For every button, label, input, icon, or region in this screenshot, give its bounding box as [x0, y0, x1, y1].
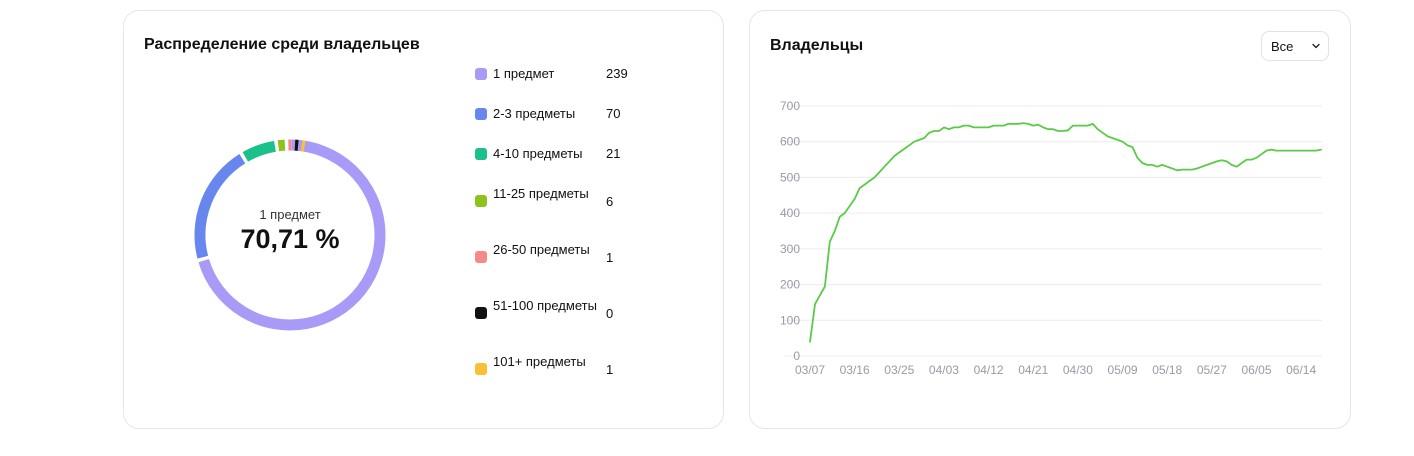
x-tick-label: 04/03 [929, 363, 959, 377]
legend-swatch [475, 251, 487, 263]
x-tick-label: 04/30 [1063, 363, 1093, 377]
donut-slice [242, 140, 277, 162]
legend-swatch [475, 148, 487, 160]
legend-swatch [475, 195, 487, 207]
period-select[interactable]: Все [1261, 31, 1329, 61]
legend-swatch [475, 108, 487, 120]
legend-value: 70 [606, 106, 621, 121]
chevron-down-icon [1312, 43, 1320, 49]
legend-value: 0 [606, 306, 614, 321]
legend-label: 1 предмет [493, 66, 555, 81]
x-tick-label: 04/12 [974, 363, 1004, 377]
period-select-value: Все [1271, 39, 1294, 54]
legend-value: 6 [606, 194, 614, 209]
owners-series-line [809, 122, 1322, 343]
y-tick-label: 0 [793, 349, 800, 363]
y-tick-label: 300 [780, 242, 800, 256]
legend-value: 21 [606, 146, 621, 161]
y-tick-label: 400 [780, 206, 800, 220]
owners-title: Владельцы [770, 37, 864, 54]
x-tick-label: 06/14 [1286, 363, 1316, 377]
y-tick-label: 700 [780, 99, 800, 113]
y-tick-label: 500 [780, 170, 800, 184]
owners-line-chart: 0 100 200 300 400 500 600 700 03/07 03/16 03/25 04/… [780, 99, 1322, 377]
x-tick-label: 03/16 [840, 363, 870, 377]
x-tick-label: 03/25 [884, 363, 914, 377]
x-tick-label: 05/27 [1197, 363, 1227, 377]
y-tick-label: 600 [780, 135, 800, 149]
legend-value: 1 [606, 250, 614, 265]
donut-slice [194, 154, 246, 259]
legend-swatch [475, 307, 487, 319]
donut-center-caption: 1 предмет [259, 207, 321, 222]
legend-value: 1 [606, 362, 614, 377]
legend-swatch [475, 68, 487, 80]
legend-label: 51-100 предметы [493, 298, 597, 313]
x-tick-label: 05/09 [1108, 363, 1138, 377]
legend-label: 101+ предметы [493, 354, 586, 369]
y-tick-label: 100 [780, 313, 800, 327]
x-tick-label: 03/07 [795, 363, 825, 377]
legend-value: 239 [606, 66, 628, 81]
x-tick-label: 05/18 [1152, 363, 1182, 377]
legend-label: 26-50 предметы [493, 242, 590, 257]
legend-label: 11-25 предметы [493, 186, 589, 201]
owners-distribution-card: Распределение среди владельцев 1 предмет… [123, 10, 724, 429]
legend-swatch [475, 363, 487, 375]
x-tick-label: 04/21 [1018, 363, 1048, 377]
donut-center-percent: 70,71 % [240, 224, 340, 254]
distribution-title: Распределение среди владельцев [144, 36, 420, 53]
legend-label: 4-10 предметы [493, 146, 583, 161]
owners-chart-card: Владельцы Все 0 100 200 300 400 500 600 700 03/0… [749, 10, 1351, 429]
distribution-donut-chart [194, 139, 386, 331]
x-tick-label: 06/05 [1241, 363, 1271, 377]
y-tick-label: 200 [780, 278, 800, 292]
legend-label: 2-3 предметы [493, 106, 576, 121]
donut-slice [277, 139, 286, 152]
donut-slice [198, 139, 386, 331]
